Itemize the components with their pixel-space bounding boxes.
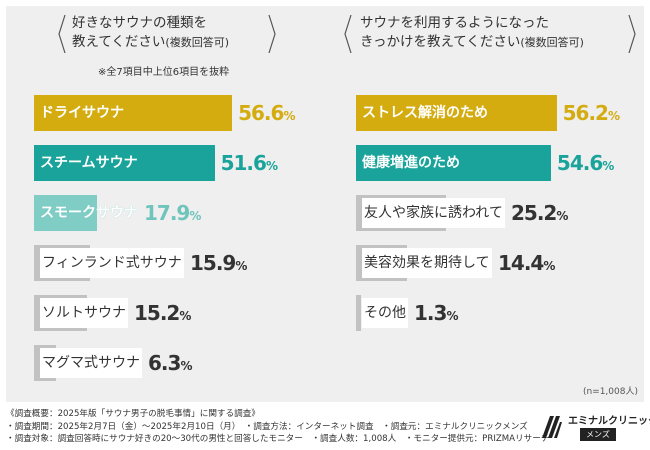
right-title-line-2: きっかけを教えてください(複数回答可) bbox=[360, 33, 584, 52]
bar-value-unit: % bbox=[189, 209, 202, 223]
bar-row: スモークサウナ 17.9% bbox=[34, 195, 314, 231]
bar-value-number: 1.3 bbox=[414, 301, 447, 325]
right-title-bracket-open bbox=[344, 14, 352, 54]
bar-row: フィンランド式サウナ 15.9% bbox=[34, 245, 314, 281]
clinic-logo-name: エミナルクリニック bbox=[568, 416, 650, 427]
footer-line-1: 《調査概要：2025年版「サウナ男子の脱毛事情」に関する調査》 bbox=[6, 409, 260, 419]
left-title-line-1: 好きなサウナの種類を bbox=[72, 15, 207, 31]
bar-value-label: 51.6% bbox=[221, 145, 278, 181]
bar-value-unit: % bbox=[446, 309, 459, 323]
bar-category-label: ストレス解消のため bbox=[362, 105, 488, 121]
bar-value-unit: % bbox=[265, 159, 278, 173]
bar-value-label: 15.2% bbox=[134, 295, 191, 331]
bar-row: スチームサウナ 51.6% bbox=[34, 145, 314, 181]
bar bbox=[356, 145, 551, 181]
bar-row: ドライサウナ 56.6% bbox=[34, 95, 314, 131]
clinic-logo: エミナルクリニック メンズ bbox=[540, 410, 650, 444]
bar-value-unit: % bbox=[556, 209, 569, 223]
bar-value-label: 6.3% bbox=[148, 345, 192, 381]
bar-value-label: 15.9% bbox=[190, 245, 247, 281]
bar-row: ソルトサウナ 15.2% bbox=[34, 295, 314, 331]
bar-value-number: 56.6 bbox=[238, 101, 284, 125]
right-title-suffix: (複数回答可) bbox=[520, 36, 584, 49]
bar-category-label: フィンランド式サウナ bbox=[40, 248, 184, 278]
bar bbox=[34, 195, 97, 231]
bar-value-number: 15.9 bbox=[190, 251, 236, 275]
left-title-bracket-open bbox=[58, 14, 66, 54]
bar-value-number: 51.6 bbox=[220, 151, 267, 175]
bar-value-unit: % bbox=[179, 309, 192, 323]
bar-category-label: ソルトサウナ bbox=[40, 298, 128, 328]
bar-value-number: 15.2 bbox=[134, 301, 180, 325]
bar bbox=[34, 95, 233, 131]
left-title-line-2: 教えてください(複数回答可) bbox=[72, 33, 229, 52]
bar-row: その他 1.3% bbox=[356, 295, 636, 331]
bar-value-number: 56.2 bbox=[562, 101, 609, 125]
bar-value-number: 17.9 bbox=[144, 201, 190, 225]
left-chart-note: ※全7項目中上位6項目を抜粋 bbox=[98, 67, 230, 78]
right-title-bracket-close bbox=[628, 14, 636, 54]
bar-category-label: 健康増進のため bbox=[362, 155, 460, 171]
bar-row: ストレス解消のため 56.2% bbox=[356, 95, 636, 131]
bar bbox=[356, 295, 361, 331]
bar-value-label: 1.3% bbox=[414, 295, 458, 331]
bar-row: マグマ式サウナ 6.3% bbox=[34, 345, 314, 381]
survey-footer: 《調査概要：2025年版「サウナ男子の脱毛事情」に関する調査》 ・調査期間：20… bbox=[6, 408, 549, 446]
bar-value-unit: % bbox=[235, 259, 248, 273]
bar bbox=[34, 145, 215, 181]
left-title-bracket-close bbox=[268, 14, 276, 54]
bar-row: 友人や家族に誘われて 25.2% bbox=[356, 195, 636, 231]
bar-value-unit: % bbox=[283, 109, 296, 123]
bar-value-number: 25.2 bbox=[511, 201, 557, 225]
bar-value-label: 17.9% bbox=[144, 195, 201, 231]
bar-value-unit: % bbox=[607, 109, 621, 123]
chart-card bbox=[6, 6, 644, 402]
bar-category-label: スチームサウナ bbox=[40, 155, 138, 171]
left-chart-title: 好きなサウナの種類を 教えてください(複数回答可) bbox=[72, 14, 229, 52]
bar-category-label: 美容効果を期待して bbox=[362, 248, 492, 278]
bar-value-number: 54.6 bbox=[556, 151, 603, 175]
bar-category-label: マグマ式サウナ bbox=[40, 348, 142, 378]
bar-row: 健康増進のため 54.6% bbox=[356, 145, 636, 181]
left-title-line-2-text: 教えてください bbox=[72, 34, 166, 50]
bar-category-label: スモークサウナ bbox=[40, 205, 138, 221]
right-chart-title: サウナを利用するようになった きっかけを教えてください(複数回答可) bbox=[360, 14, 584, 52]
right-title-line-2-text: きっかけを教えてください bbox=[360, 34, 521, 50]
clinic-logo-mark-icon bbox=[542, 416, 562, 438]
bar-value-unit: % bbox=[543, 259, 556, 273]
bar-category-label: 友人や家族に誘われて bbox=[362, 198, 505, 228]
footer-line-2: ・調査期間：2025年2月7日（金）〜2025年2月10日（月） ・調査方法：イ… bbox=[6, 421, 528, 432]
bar-category-label: その他 bbox=[362, 298, 408, 328]
bar-value-label: 25.2% bbox=[511, 195, 568, 231]
bar bbox=[356, 95, 557, 131]
sample-size-note: (n=1,008人) bbox=[582, 387, 638, 397]
right-title-line-1: サウナを利用するようになった bbox=[360, 15, 549, 31]
left-title-suffix: (複数回答可) bbox=[165, 36, 230, 49]
bar-value-label: 14.4% bbox=[498, 245, 555, 281]
bar-value-unit: % bbox=[180, 359, 193, 373]
bar-value-label: 56.6% bbox=[238, 95, 295, 131]
bar-value-label: 54.6% bbox=[557, 145, 614, 181]
footer-line-3: ・調査対象：調査回答時にサウナ好きの20〜30代の男性と回答したモニター ・調査… bbox=[6, 434, 550, 444]
bar-value-unit: % bbox=[602, 159, 615, 173]
bar-value-number: 6.3 bbox=[148, 351, 181, 375]
bar-value-number: 14.4 bbox=[498, 251, 544, 275]
bar-category-label: ドライサウナ bbox=[40, 105, 124, 121]
bar-value-label: 56.2% bbox=[563, 95, 620, 131]
clinic-logo-sub: メンズ bbox=[580, 428, 616, 441]
bar-row: 美容効果を期待して 14.4% bbox=[356, 245, 636, 281]
